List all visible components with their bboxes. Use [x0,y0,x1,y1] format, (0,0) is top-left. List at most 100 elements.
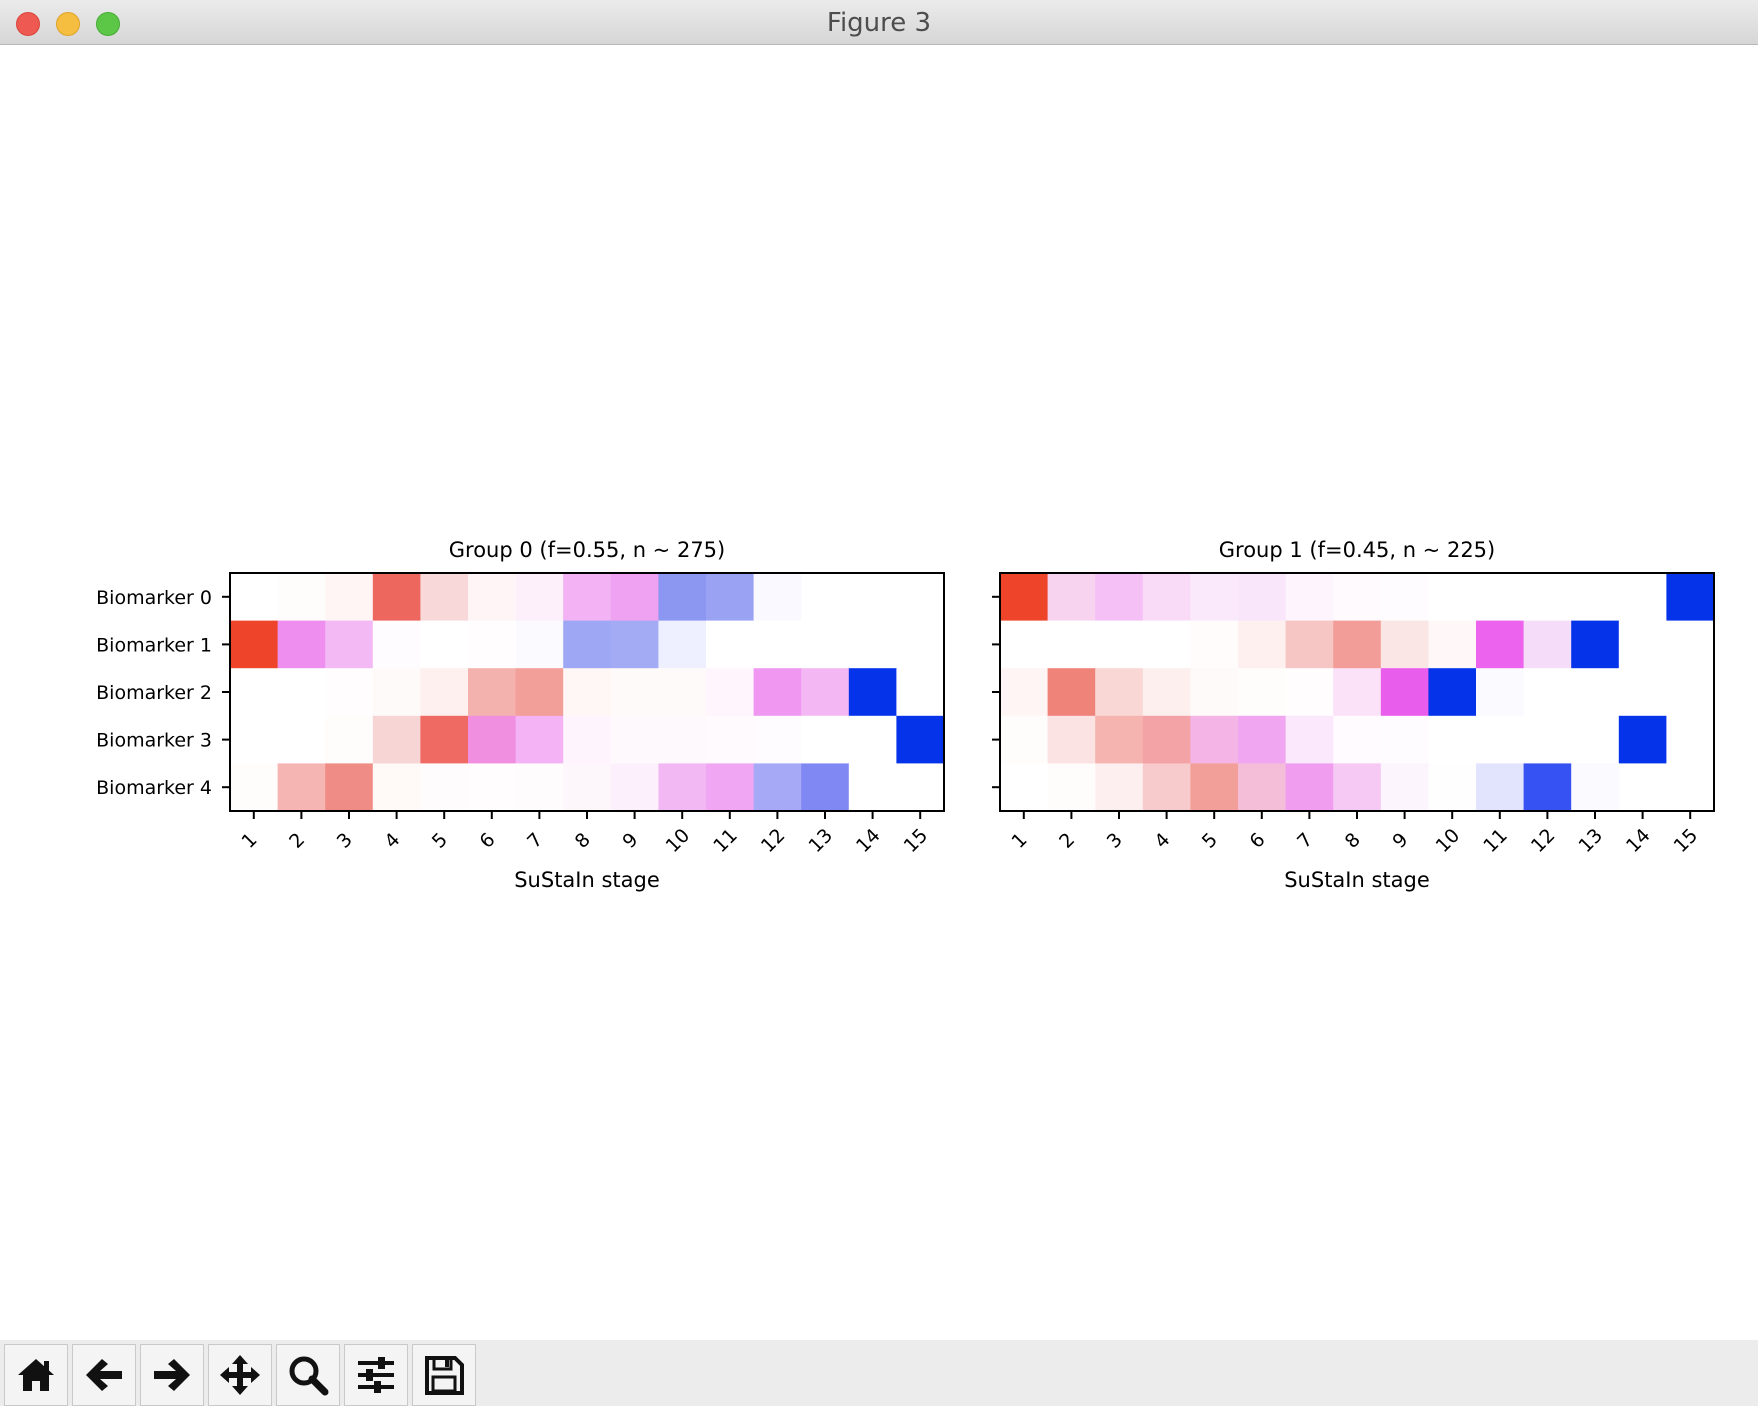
heatmap-cell [1000,715,1049,764]
zoom-button[interactable] [276,1344,340,1406]
heatmap-cell [325,715,374,764]
heatmap-cell [563,715,612,764]
heatmap-cell [658,668,707,717]
heatmap-cell [1428,620,1477,669]
configure-subplots-button[interactable] [344,1344,408,1406]
x-tick-label: 5 [1198,829,1222,853]
x-tick-label: 5 [428,829,452,853]
heatmap-cell [515,668,564,717]
heatmap-cell [706,573,755,622]
forward-button[interactable] [140,1344,204,1406]
home-button[interactable] [4,1344,68,1406]
heatmap-cell [1618,620,1667,669]
heatmap-cell [658,715,707,764]
heatmap-cell [848,763,897,812]
heatmap-cell [372,668,421,717]
heatmap-cell [515,573,564,622]
heatmap-cell [1047,763,1096,812]
heatmap-cell [230,668,279,717]
heatmap-cell [420,763,469,812]
heatmap-cell [1380,573,1429,622]
figure-canvas[interactable]: Group 0 (f=0.55, n ~ 275) Biomarker 0 Biom… [0,45,1758,1340]
home-icon [18,1359,54,1391]
heatmap-cell [753,573,802,622]
heatmap-cell [1523,763,1572,812]
heatmap-cell [1618,573,1667,622]
pan-button[interactable] [208,1344,272,1406]
heatmap-cell [1476,620,1525,669]
heatmap-cell [468,715,517,764]
heatmap-cell [1190,763,1239,812]
heatmap-cell [1190,620,1239,669]
heatmap-cell [515,715,564,764]
chart-title: Group 0 (f=0.55, n ~ 275) [449,538,725,562]
close-window-button[interactable] [16,12,40,36]
heatmap-cell [658,763,707,812]
heatmap-cell [468,763,517,812]
heatmap-cell [563,668,612,717]
heatmap-cell [1047,573,1096,622]
heatmap-cell [753,715,802,764]
save-button[interactable] [412,1344,476,1406]
heatmap-cell [896,620,945,669]
heatmap-cell [706,715,755,764]
heatmap-cell [801,668,850,717]
heatmap-cell [706,763,755,812]
heatmap-cell [1285,668,1334,717]
heatmap-cell [1523,668,1572,717]
pan-move-icon [220,1355,260,1395]
heatmap-cell [1095,620,1144,669]
heatmap-cell [1571,573,1620,622]
heatmap-cell [1666,573,1715,622]
heatmap-cell [610,668,659,717]
x-tick-label: 10 [1432,824,1465,857]
heatmap-cell [1142,763,1191,812]
heatmap-cell [1095,573,1144,622]
heatmap-cell [1333,763,1382,812]
x-tick-label: 2 [1055,829,1079,853]
heatmap-cell [658,573,707,622]
heatmap-cell [277,668,326,717]
heatmap-cell [753,668,802,717]
chart-title: Group 1 (f=0.45, n ~ 225) [1219,538,1495,562]
x-tick-label: 14 [852,824,885,857]
heatmap-cell [1047,715,1096,764]
heatmap-cell [706,668,755,717]
heatmap-cell [230,715,279,764]
heatmap-cell [848,668,897,717]
heatmap-cell [1095,763,1144,812]
heatmap-cell [1380,668,1429,717]
heatmap-cell [1190,715,1239,764]
x-tick-label: 13 [1574,824,1607,857]
minimize-window-button[interactable] [56,12,80,36]
heatmap-cell [1285,620,1334,669]
heatmap-cell [1142,573,1191,622]
x-tick-label: 1 [238,829,262,853]
heatmap-cell [610,573,659,622]
heatmap-cell [801,620,850,669]
heatmap-cell [1571,763,1620,812]
heatmap-cell [1285,573,1334,622]
heatmap-cell [1333,620,1382,669]
heatmap-cell [277,763,326,812]
heatmap-cell [1428,573,1477,622]
x-tick-label: 2 [285,829,309,853]
y-tick-label: Biomarker 2 [96,682,212,704]
heatmap-cell [230,763,279,812]
heatmap-cell [372,715,421,764]
zoom-window-button[interactable] [96,12,120,36]
heatmap-cell [420,620,469,669]
heatmap-cell [468,573,517,622]
back-button[interactable] [72,1344,136,1406]
heatmap-cell [1095,715,1144,764]
heatmap-cell [1666,763,1715,812]
heatmap-cell [1666,620,1715,669]
heatmap-cell [420,573,469,622]
heatmap-cell [1666,715,1715,764]
heatmap-cell [1666,668,1715,717]
zoom-magnifier-icon [289,1356,329,1396]
heatmap-cell [848,620,897,669]
heatmap-cell [1142,620,1191,669]
x-tick-label: 6 [1246,829,1270,853]
heatmap-cell [563,763,612,812]
